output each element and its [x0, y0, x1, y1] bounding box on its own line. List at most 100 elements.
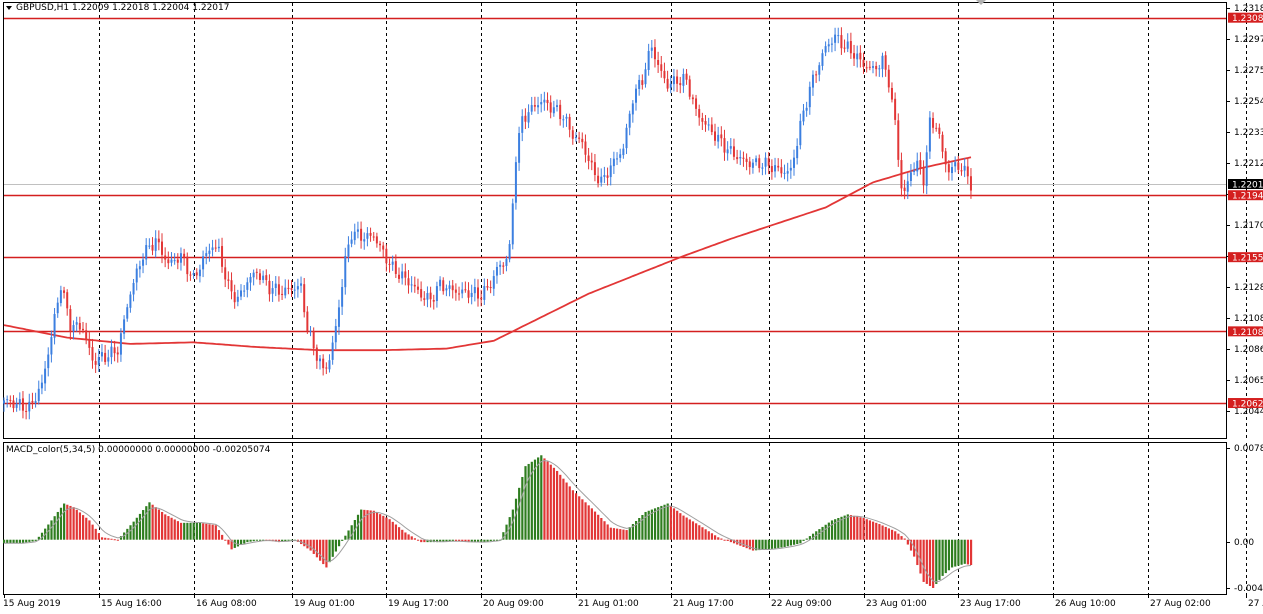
- macd-bar: [679, 513, 682, 540]
- macd-bar: [151, 504, 154, 540]
- macd-bar: [556, 470, 559, 540]
- macd-bar: [909, 539, 913, 551]
- y-tick-label: 1.21705: [1234, 221, 1263, 231]
- macd-bar: [821, 526, 824, 540]
- candle-body: [236, 296, 239, 302]
- candle-body: [40, 382, 43, 389]
- macd-bar: [423, 539, 426, 543]
- macd-bar: [385, 517, 388, 540]
- macd-bar: [600, 518, 603, 540]
- chart-shift-marker-icon[interactable]: [976, 0, 986, 5]
- candle-body: [846, 41, 849, 49]
- candle-body: [240, 290, 242, 297]
- macd-bar: [726, 539, 729, 541]
- candle-body: [75, 322, 78, 325]
- macd-bar: [755, 539, 758, 551]
- macd-bar: [963, 539, 966, 564]
- candle-body: [695, 98, 698, 109]
- dropdown-triangle-icon[interactable]: [6, 5, 12, 10]
- candle-body: [947, 164, 950, 173]
- candle-body: [793, 157, 795, 168]
- macd-bar: [764, 539, 767, 550]
- candle-body: [107, 357, 110, 362]
- macd-bar: [192, 522, 195, 540]
- y-tick-label: 1.22970: [1234, 35, 1263, 45]
- candle-body: [597, 175, 600, 184]
- x-tick-label: 22 Aug 09:00: [771, 599, 832, 609]
- y-tick-label: 1.22545: [1234, 97, 1263, 107]
- macd-bar: [255, 539, 258, 541]
- candle-body: [657, 60, 660, 65]
- candle-body: [173, 260, 176, 262]
- candle-body: [6, 399, 9, 401]
- macd-bar: [524, 466, 527, 540]
- candle-body: [935, 127, 938, 129]
- macd-header-text: MACD_color(5,34,5) 0.00000000 0.00000000…: [6, 445, 271, 455]
- macd-bar: [66, 504, 69, 540]
- price-level-tag-text: 1.23080: [1232, 14, 1263, 24]
- candle-body: [732, 146, 735, 157]
- macd-bar: [85, 517, 88, 540]
- macd-bar: [666, 503, 669, 540]
- macd-bar: [502, 532, 505, 540]
- price-level-tag-text: 1.21948: [1232, 192, 1263, 202]
- candle-body: [214, 247, 217, 249]
- macd-bar: [856, 516, 859, 540]
- macd-bar: [849, 515, 853, 540]
- candle-body: [837, 35, 840, 37]
- macd-bar: [527, 463, 530, 540]
- candle-body: [18, 399, 21, 405]
- candle-body: [331, 342, 334, 360]
- candle-body: [262, 275, 265, 280]
- macd-bar: [309, 539, 312, 551]
- macd-bar: [319, 539, 322, 561]
- candle-body: [508, 244, 511, 260]
- candle-body: [385, 248, 388, 264]
- macd-bar: [91, 524, 94, 540]
- candle-body: [363, 239, 366, 242]
- macd-bar: [240, 539, 243, 546]
- macd-bar: [707, 531, 710, 540]
- macd-bar: [606, 524, 609, 540]
- candle-body: [853, 53, 856, 59]
- candle-body: [928, 117, 931, 152]
- macd-bar: [404, 532, 407, 540]
- price-level-tag: [1228, 252, 1263, 263]
- candle-body: [492, 276, 495, 289]
- x-tick-label: 27 Aug 02:00: [1150, 599, 1211, 609]
- candle-body: [360, 228, 363, 241]
- candle-body: [729, 146, 732, 149]
- candle-body: [464, 289, 467, 291]
- macd-bar: [233, 539, 236, 548]
- macd-bar: [935, 539, 938, 584]
- macd-bar: [25, 539, 28, 543]
- candle-body: [312, 331, 315, 349]
- macd-bar: [913, 539, 916, 557]
- candle-body: [350, 239, 353, 244]
- candle-body: [470, 292, 473, 298]
- macd-bar: [246, 539, 249, 543]
- macd-bar: [167, 516, 170, 540]
- candle-body: [562, 119, 565, 121]
- macd-bar: [653, 508, 657, 540]
- macd-bar: [473, 539, 477, 543]
- y-tick-label: 1.22755: [1234, 66, 1263, 76]
- macd-bar: [714, 535, 717, 540]
- macd-bar: [571, 490, 574, 540]
- macd-bar: [960, 539, 963, 565]
- candle-body: [830, 43, 833, 45]
- candle-body: [878, 68, 881, 70]
- macd-bar: [818, 529, 821, 540]
- candle-body: [72, 325, 75, 332]
- candle-body: [913, 170, 916, 172]
- macd-bar: [129, 525, 132, 540]
- macd-bar: [628, 527, 631, 540]
- macd-bar: [862, 518, 865, 540]
- candle-body: [142, 259, 145, 266]
- candle-body: [890, 87, 893, 100]
- macd-bar: [448, 539, 451, 542]
- candle-body: [600, 176, 603, 183]
- macd-bar: [464, 539, 467, 542]
- macd-bar: [603, 521, 606, 540]
